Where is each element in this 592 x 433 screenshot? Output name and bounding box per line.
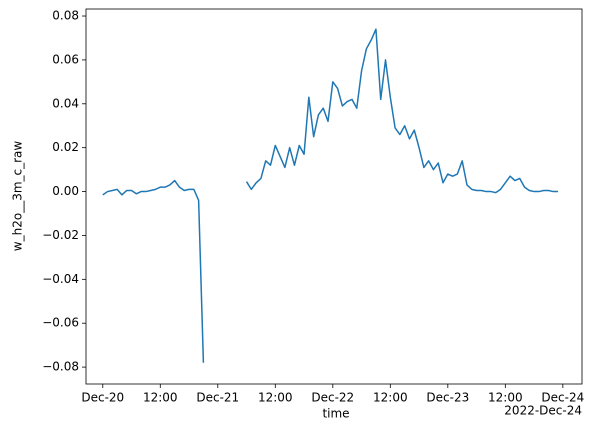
y-tick-label: −0.08 <box>42 360 79 374</box>
y-tick-label: −0.06 <box>42 316 79 330</box>
x-tick-label: 12:00 <box>488 391 523 405</box>
offset-text: 2022-Dec-24 <box>504 404 582 418</box>
x-tick-label: Dec-20 <box>81 391 124 405</box>
y-tick-label: 0.06 <box>52 52 79 66</box>
y-tick-label: 0.04 <box>52 96 79 110</box>
x-tick-label: Dec-22 <box>311 391 354 405</box>
y-tick-label: 0.08 <box>52 9 79 23</box>
y-tick-label: −0.02 <box>42 228 79 242</box>
x-tick-label: Dec-23 <box>426 391 469 405</box>
data-line <box>102 28 559 363</box>
y-tick-label: −0.04 <box>42 272 79 286</box>
y-tick-label: 0.02 <box>52 140 79 154</box>
x-tick-label: Dec-24 <box>541 391 584 405</box>
x-tick-label: 12:00 <box>258 391 293 405</box>
y-axis-label: w_h2o__3m_c_raw <box>11 141 25 252</box>
x-tick-label: Dec-21 <box>196 391 239 405</box>
y-tick-label: 0.00 <box>52 184 79 198</box>
plot-frame <box>85 8 583 385</box>
x-tick-label: 12:00 <box>143 391 178 405</box>
x-tick-label: 12:00 <box>373 391 408 405</box>
x-axis-label: time <box>322 407 349 421</box>
